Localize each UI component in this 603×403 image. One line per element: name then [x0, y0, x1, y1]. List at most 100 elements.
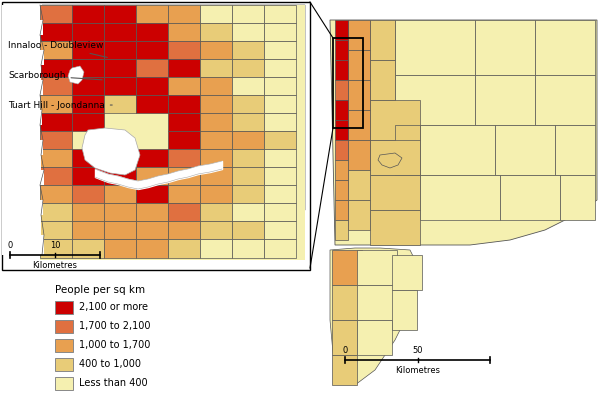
Text: Innaloo - Doubleview: Innaloo - Doubleview — [8, 41, 107, 57]
Bar — [392, 290, 417, 330]
Bar — [200, 113, 232, 131]
Bar — [72, 149, 104, 166]
Bar — [2, 200, 43, 215]
Bar — [55, 320, 73, 333]
Bar — [40, 149, 72, 166]
Bar — [264, 77, 295, 94]
Bar — [2, 5, 40, 20]
Bar — [168, 77, 200, 94]
Bar — [232, 185, 264, 202]
Bar — [232, 41, 264, 58]
Bar — [40, 203, 72, 220]
Polygon shape — [330, 248, 420, 385]
Bar — [333, 38, 363, 128]
Bar — [136, 41, 168, 58]
Bar — [370, 100, 420, 140]
Bar — [264, 95, 295, 112]
Bar — [168, 239, 200, 258]
Bar — [555, 125, 595, 175]
Polygon shape — [42, 5, 305, 210]
Bar — [335, 60, 348, 80]
Bar — [72, 239, 104, 258]
Polygon shape — [378, 153, 402, 168]
Bar — [136, 203, 168, 220]
Bar — [535, 20, 595, 75]
Bar — [232, 149, 264, 166]
Bar — [2, 125, 40, 140]
Bar — [370, 210, 420, 245]
Bar — [200, 239, 232, 258]
Bar — [200, 5, 232, 23]
Bar — [392, 255, 422, 290]
Bar — [72, 77, 104, 94]
Bar — [104, 23, 136, 40]
Bar — [2, 50, 44, 65]
Bar — [200, 131, 232, 148]
Bar — [104, 95, 136, 112]
Bar — [332, 355, 357, 385]
Bar — [200, 185, 232, 202]
Bar — [2, 80, 43, 95]
Text: 0: 0 — [343, 346, 347, 355]
Bar — [332, 320, 357, 355]
Bar — [200, 167, 232, 185]
Bar — [264, 239, 295, 258]
Bar — [40, 77, 72, 94]
Bar — [168, 5, 200, 23]
Text: Kilometres: Kilometres — [395, 366, 440, 375]
Text: 0: 0 — [7, 241, 13, 250]
Text: Kilometres: Kilometres — [33, 261, 78, 270]
Bar — [40, 239, 72, 258]
Bar — [475, 75, 535, 125]
Bar — [200, 149, 232, 166]
Bar — [332, 250, 362, 285]
Bar — [232, 23, 264, 40]
Bar — [335, 120, 348, 140]
Bar — [104, 59, 136, 77]
Text: 1,700 to 2,100: 1,700 to 2,100 — [79, 321, 151, 331]
Bar — [395, 20, 475, 75]
Bar — [495, 125, 555, 175]
Bar — [348, 140, 370, 170]
Bar — [136, 239, 168, 258]
Bar — [200, 77, 232, 94]
Bar — [40, 41, 72, 58]
Bar — [357, 320, 392, 355]
Bar — [232, 95, 264, 112]
Text: Scarborough: Scarborough — [8, 71, 103, 80]
Text: 400 to 1,000: 400 to 1,000 — [79, 359, 141, 369]
Bar — [335, 100, 348, 120]
Bar — [72, 95, 104, 112]
Bar — [168, 203, 200, 220]
Bar — [168, 149, 200, 166]
Bar — [55, 301, 73, 314]
Bar — [72, 167, 104, 185]
Bar — [136, 167, 168, 185]
Bar — [104, 203, 136, 220]
Text: 1,000 to 1,700: 1,000 to 1,700 — [79, 340, 150, 350]
Bar — [40, 113, 72, 131]
Bar — [264, 149, 295, 166]
Bar — [348, 50, 370, 80]
Bar — [335, 160, 348, 180]
Polygon shape — [330, 20, 597, 245]
Bar — [168, 95, 200, 112]
Text: People per sq km: People per sq km — [55, 285, 145, 295]
Text: Less than 400: Less than 400 — [79, 378, 148, 388]
Bar — [104, 185, 136, 202]
Bar — [104, 5, 136, 23]
Bar — [264, 5, 295, 23]
Bar — [72, 185, 104, 202]
Bar — [357, 285, 397, 320]
Bar — [370, 140, 420, 175]
Bar — [335, 80, 348, 100]
Bar — [264, 221, 295, 239]
Bar — [370, 175, 420, 210]
Bar — [200, 59, 232, 77]
Bar — [104, 149, 136, 166]
Bar — [232, 239, 264, 258]
Bar — [200, 203, 232, 220]
Bar — [264, 185, 295, 202]
Bar — [104, 239, 136, 258]
Bar — [136, 95, 168, 112]
